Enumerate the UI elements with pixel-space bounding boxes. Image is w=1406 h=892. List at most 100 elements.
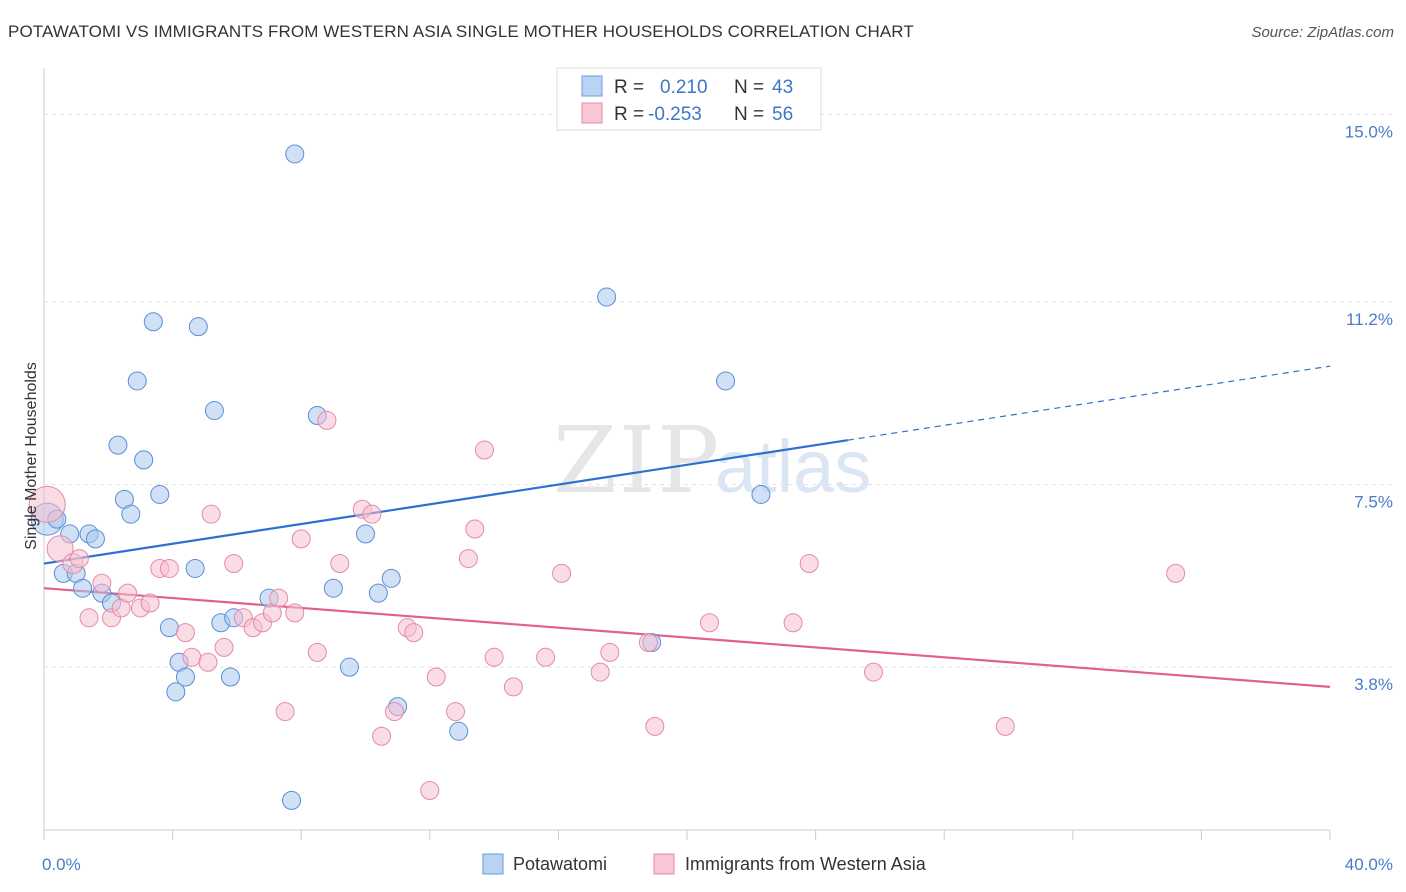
- watermark: ZIP atlas: [553, 407, 871, 514]
- potawatomi-point-32: [356, 524, 375, 544]
- axes: [43, 68, 1331, 840]
- y-tick-labels: 3.8% 7.5% 11.2% 15.0%: [1345, 122, 1393, 694]
- legend-n-label-1: N =: [734, 77, 764, 98]
- source-credit: Source: ZipAtlas.com: [1251, 24, 1394, 41]
- western-asia-point-17: [214, 637, 234, 657]
- potawatomi-trend-line: [43, 439, 848, 565]
- western-asia-point-10: [140, 593, 160, 613]
- western-asia-point-13: [175, 623, 195, 643]
- y-tick-label-3: 15.0%: [1345, 122, 1393, 141]
- legend-swatch-potawatomi: [581, 75, 603, 97]
- potawatomi-point-40: [751, 484, 771, 504]
- western-asia-point-53: [863, 662, 883, 682]
- stats-legend: R = 0.210 N = 43 R = -0.253 N = 56: [556, 67, 822, 131]
- western-asia-point-12: [159, 558, 179, 578]
- western-asia-point-16: [201, 504, 221, 524]
- series-legend-label-potawatomi: Potawatomi: [513, 854, 607, 874]
- series-legend: Potawatomi Immigrants from Western Asia: [482, 853, 927, 875]
- western-asia-point-0: [28, 485, 66, 523]
- western-asia-point-45: [552, 563, 572, 583]
- potawatomi-point-23: [166, 682, 186, 702]
- series-legend-swatch-western-asia: [653, 853, 675, 875]
- legend-n-label-2: N =: [734, 104, 764, 125]
- potawatomi-point-13: [134, 450, 154, 470]
- potawatomi-point-20: [159, 618, 179, 638]
- series-legend-swatch-potawatomi: [482, 853, 504, 875]
- potawatomi-point-17: [150, 484, 170, 504]
- potawatomi-point-14: [127, 371, 147, 391]
- western-asia-point-52: [799, 554, 819, 574]
- legend-swatch-western-asia: [581, 102, 603, 124]
- western-asia-point-28: [317, 410, 337, 430]
- potawatomi-point-19: [185, 558, 205, 578]
- western-asia-trend-line: [43, 587, 1331, 688]
- western-asia-point-33: [384, 702, 404, 722]
- legend-n-value-1: 43: [772, 77, 793, 98]
- western-asia-point-3: [69, 549, 89, 569]
- western-asia-point-44: [536, 647, 556, 667]
- legend-r-value-1: 0.210: [660, 77, 708, 98]
- western-asia-point-32: [372, 726, 392, 746]
- y-tick-label-1: 7.5%: [1354, 493, 1393, 512]
- x-tick-label-1: 40.0%: [1345, 855, 1393, 874]
- data-points: [28, 104, 1186, 810]
- potawatomi-point-26: [220, 667, 240, 687]
- x-tick-labels: 0.0% 40.0%: [42, 855, 1393, 874]
- western-asia-point-24: [275, 702, 295, 722]
- western-asia-point-54: [995, 716, 1015, 736]
- potawatomi-point-18: [204, 401, 224, 421]
- western-asia-point-48: [638, 632, 658, 652]
- western-asia-point-50: [700, 613, 720, 633]
- western-asia-point-15: [198, 652, 218, 672]
- legend-r-label-1: R =: [614, 77, 644, 98]
- watermark-zip: ZIP: [553, 407, 721, 514]
- legend-r-value-2: -0.253: [648, 104, 702, 125]
- potawatomi-point-34: [381, 568, 401, 588]
- potawatomi-point-39: [716, 371, 736, 391]
- western-asia-point-40: [465, 519, 485, 539]
- potawatomi-point-11: [121, 504, 141, 524]
- western-asia-point-36: [420, 781, 440, 801]
- y-tick-label-2: 11.2%: [1346, 310, 1393, 329]
- western-asia-point-8: [118, 583, 138, 603]
- potawatomi-point-12: [108, 435, 128, 455]
- series-legend-label-western-asia: Immigrants from Western Asia: [685, 854, 927, 874]
- western-asia-point-14: [182, 647, 202, 667]
- legend-r-label-2: R =: [614, 104, 644, 125]
- western-asia-point-31: [362, 504, 382, 524]
- potawatomi-point-42: [282, 790, 302, 810]
- watermark-atlas: atlas: [715, 425, 871, 508]
- potawatomi-trend-extension: [847, 365, 1331, 441]
- western-asia-point-29: [330, 554, 350, 574]
- western-asia-point-25: [285, 603, 305, 623]
- western-asia-point-4: [92, 573, 112, 593]
- western-asia-point-26: [291, 529, 311, 549]
- potawatomi-point-37: [597, 287, 617, 307]
- western-asia-point-18: [224, 554, 244, 574]
- trend-lines: [43, 365, 1331, 688]
- gridlines: [44, 113, 1392, 668]
- western-asia-point-23: [269, 588, 289, 608]
- western-asia-point-37: [426, 667, 446, 687]
- potawatomi-point-28: [285, 144, 305, 164]
- western-asia-point-46: [590, 662, 610, 682]
- y-tick-label-0: 3.8%: [1354, 675, 1393, 694]
- western-asia-point-5: [79, 608, 99, 628]
- western-asia-point-35: [404, 623, 424, 643]
- potawatomi-point-4: [85, 529, 105, 549]
- potawatomi-point-15: [143, 312, 163, 332]
- western-asia-point-51: [783, 613, 803, 633]
- potawatomi-point-36: [449, 721, 469, 741]
- western-asia-point-27: [307, 642, 327, 662]
- potawatomi-point-30: [323, 578, 343, 598]
- potawatomi-point-7: [73, 578, 93, 598]
- western-asia-point-49: [645, 716, 665, 736]
- western-asia-point-41: [474, 440, 494, 460]
- western-asia-point-47: [600, 642, 620, 662]
- potawatomi-point-33: [368, 583, 388, 603]
- western-asia-point-55: [1166, 563, 1186, 583]
- western-asia-point-39: [458, 549, 478, 569]
- potawatomi-point-16: [188, 317, 208, 337]
- y-axis-label: Single Mother Households: [23, 362, 40, 550]
